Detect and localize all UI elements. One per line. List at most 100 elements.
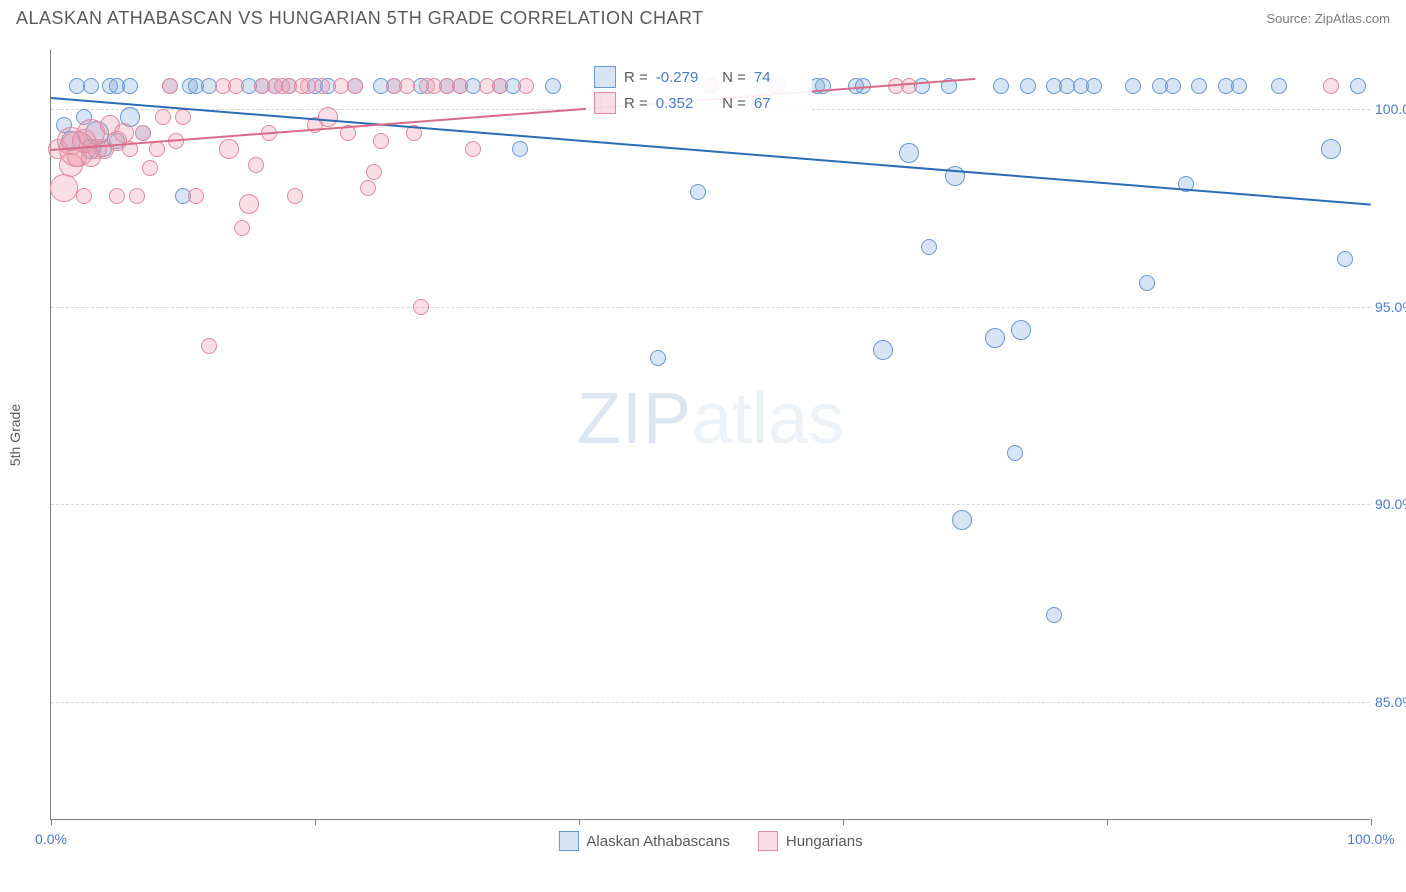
- data-point: [219, 139, 239, 159]
- data-point: [413, 299, 429, 315]
- chart-container: ZIPatlas 85.0%90.0%95.0%100.0%0.0%100.0%…: [50, 50, 1390, 820]
- data-point: [287, 188, 303, 204]
- stats-n-label: N =: [714, 69, 746, 86]
- data-point: [1020, 78, 1036, 94]
- gridline: [51, 702, 1370, 703]
- data-point: [122, 78, 138, 94]
- data-point: [83, 78, 99, 94]
- stats-n-value: 74: [754, 69, 804, 86]
- data-point: [188, 188, 204, 204]
- data-point: [1350, 78, 1366, 94]
- data-point: [135, 125, 151, 141]
- data-point: [650, 350, 666, 366]
- data-point: [1321, 139, 1341, 159]
- data-point: [1271, 78, 1287, 94]
- x-tick: [579, 819, 580, 825]
- data-point: [993, 78, 1009, 94]
- data-point: [175, 109, 191, 125]
- stats-row: R = -0.279 N = 74: [594, 64, 804, 90]
- data-point: [162, 78, 178, 94]
- gridline: [51, 307, 1370, 308]
- legend-item: Alaskan Athabascans: [558, 831, 729, 851]
- stats-r-label: R =: [624, 69, 648, 86]
- x-tick: [843, 819, 844, 825]
- legend-label: Hungarians: [786, 833, 863, 850]
- data-point: [545, 78, 561, 94]
- data-point: [1046, 607, 1062, 623]
- chart-header: ALASKAN ATHABASCAN VS HUNGARIAN 5TH GRAD…: [0, 0, 1406, 41]
- data-point: [492, 78, 508, 94]
- legend-swatch: [758, 831, 778, 851]
- data-point: [366, 164, 382, 180]
- gridline: [51, 504, 1370, 505]
- x-tick-label: 100.0%: [1347, 831, 1394, 847]
- data-point: [399, 78, 415, 94]
- data-point: [50, 174, 78, 202]
- data-point: [1086, 78, 1102, 94]
- data-point: [465, 141, 481, 157]
- stats-r-value: 0.352: [656, 95, 706, 112]
- y-tick-label: 100.0%: [1375, 101, 1406, 117]
- data-point: [201, 338, 217, 354]
- data-point: [1231, 78, 1247, 94]
- data-point: [1011, 320, 1031, 340]
- stats-row: R = 0.352 N = 67: [594, 90, 804, 116]
- y-tick-label: 90.0%: [1375, 496, 1406, 512]
- y-tick-label: 85.0%: [1375, 694, 1406, 710]
- data-point: [899, 143, 919, 163]
- data-point: [1139, 275, 1155, 291]
- legend: Alaskan Athabascans Hungarians: [558, 831, 862, 851]
- data-point: [1337, 251, 1353, 267]
- data-point: [952, 510, 972, 530]
- data-point: [318, 107, 338, 127]
- stats-swatch: [594, 92, 616, 114]
- plot-area: ZIPatlas 85.0%90.0%95.0%100.0%0.0%100.0%…: [50, 50, 1370, 820]
- data-point: [373, 133, 389, 149]
- watermark-atlas: atlas: [692, 379, 844, 459]
- stats-r-value: -0.279: [656, 69, 706, 86]
- source-prefix: Source:: [1266, 11, 1314, 26]
- x-tick-label: 0.0%: [35, 831, 67, 847]
- y-axis-label: 5th Grade: [7, 404, 23, 466]
- data-point: [76, 188, 92, 204]
- chart-title: ALASKAN ATHABASCAN VS HUNGARIAN 5TH GRAD…: [16, 8, 704, 29]
- stats-swatch: [594, 66, 616, 88]
- stats-r-label: R =: [624, 95, 648, 112]
- source-attribution: Source: ZipAtlas.com: [1266, 11, 1390, 26]
- data-point: [985, 328, 1005, 348]
- watermark-zip: ZIP: [577, 379, 692, 459]
- data-point: [155, 109, 171, 125]
- legend-label: Alaskan Athabascans: [586, 833, 729, 850]
- data-point: [690, 184, 706, 200]
- data-point: [234, 220, 250, 236]
- data-point: [248, 157, 264, 173]
- data-point: [1125, 78, 1141, 94]
- data-point: [921, 239, 937, 255]
- data-point: [518, 78, 534, 94]
- data-point: [314, 78, 330, 94]
- data-point: [512, 141, 528, 157]
- stats-n-value: 67: [754, 95, 804, 112]
- y-tick-label: 95.0%: [1375, 299, 1406, 315]
- data-point: [1323, 78, 1339, 94]
- source-name: ZipAtlas.com: [1315, 11, 1390, 26]
- data-point: [129, 188, 145, 204]
- data-point: [901, 78, 917, 94]
- data-point: [1007, 445, 1023, 461]
- data-point: [142, 160, 158, 176]
- data-point: [873, 340, 893, 360]
- watermark: ZIPatlas: [577, 378, 844, 460]
- data-point: [452, 78, 468, 94]
- stats-n-label: N =: [714, 95, 746, 112]
- data-point: [347, 78, 363, 94]
- legend-swatch: [558, 831, 578, 851]
- x-tick: [315, 819, 316, 825]
- x-tick: [51, 819, 52, 825]
- x-tick: [1371, 819, 1372, 825]
- x-tick: [1107, 819, 1108, 825]
- data-point: [228, 78, 244, 94]
- data-point: [109, 188, 125, 204]
- data-point: [1191, 78, 1207, 94]
- data-point: [1165, 78, 1181, 94]
- stats-box: R = -0.279 N = 74R = 0.352 N = 67: [586, 60, 812, 120]
